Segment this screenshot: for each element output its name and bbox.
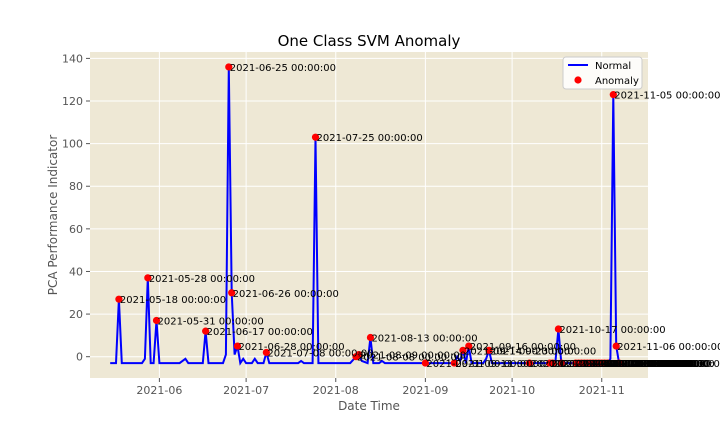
anomaly-annotation: 2021-10-24 00:00:00 [580,359,686,370]
x-axis: 2021-06 2021-07 2021-08 2021-09 2021-10 2021-… [136,378,625,397]
anomaly-annotation: 2021-05-28 00:00:00 [149,274,255,285]
anomaly-point [225,63,233,71]
anomaly-annotation: 2021-06-28 00:00:00 [238,342,344,353]
x-tick-label: 2021-10 [489,384,535,397]
anomaly-annotation: 2021-10-14 00:00:00 [551,359,657,370]
anomaly-points [115,63,623,367]
anomaly-annotation: 2021-05-31 00:00:00 [157,316,263,327]
gridlines [90,52,648,378]
anomaly-annotation: 2021-10-31 00:00:00 [600,359,706,370]
x-tick-label: 2021-09 [402,384,448,397]
anomaly-point [557,359,565,367]
anomaly-point [311,133,320,141]
anomaly-annotation: 2021-11-03 00:00:00 [609,359,715,370]
plot-area [90,52,648,378]
y-tick-label: 40 [69,265,83,278]
anomaly-point [459,346,467,354]
anomaly-point [465,342,473,350]
anomaly-point [548,359,557,367]
anomaly-annotation: 2021-10-26 00:00:00 [585,359,691,370]
anomaly-point [603,359,612,367]
y-tick-label: 60 [69,223,83,236]
anomaly-annotation: 2021-08-13 00:00:00 [371,334,477,345]
y-tick-label: 100 [62,138,83,151]
chart-title: One Class SVM Anomaly [278,32,461,50]
anomaly-annotation: 2021-07-08 00:00:00 [267,348,373,359]
anomaly-annotation: 2021-08-08 00:00:00 [357,353,463,364]
anomaly-point [615,359,623,367]
anomaly-annotation: 2021-10-25 00:00:00 [583,359,689,370]
anomaly-annotation: 2021-10-07 00:00:00 [530,359,636,370]
anomaly-annotation: 2021-08-09 00:00:00 [360,351,466,362]
anomaly-annotation: 2021-09-01 00:00:00 [426,359,532,370]
annotations: 2021-05-18 00:00:00 2021-05-28 00:00:00 20… [120,63,720,370]
legend-anomaly-label: Anomaly [595,76,639,87]
anomaly-point [144,274,152,282]
x-tick-label: 2021-07 [223,384,269,397]
anomaly-annotation: 2021-06-25 00:00:00 [230,63,336,74]
anomaly-annotation: 2021-10-30 00:00:00 [597,359,703,370]
anomaly-point [485,346,493,354]
anomaly-annotation: 2021-10-28 00:00:00 [591,359,697,370]
anomaly-point [609,91,617,99]
legend-anomaly-swatch [574,76,582,84]
anomaly-annotation: 2021-07-25 00:00:00 [317,133,423,144]
anomaly-point [554,325,562,333]
anomaly-annotation: 2021-11-07 00:00:00 [620,359,720,370]
x-tick-label: 2021-08 [313,384,359,397]
anomaly-point [355,350,363,359]
y-tick-label: 0 [76,351,83,364]
anomaly-annotation: 2021-10-17 00:00:00 [559,325,665,336]
anomaly-annotation: 2021-11-06 00:00:00 [617,342,720,353]
anomaly-point [228,289,236,297]
anomaly-annotation: 2021-06-17 00:00:00 [207,327,313,338]
anomaly-annotation: 2021-09-14 00:00:00 [464,346,570,357]
anomaly-point [366,333,375,342]
anomaly-annotation: 2021-06-26 00:00:00 [233,289,339,300]
anomaly-point [233,342,242,350]
anomaly-annotation: 2021-05-18 00:00:00 [120,295,226,306]
x-tick-label: 2021-06 [136,384,182,397]
anomaly-point [525,359,534,367]
y-axis: 0 20 40 60 80 100 120 140 [62,52,90,364]
anomaly-annotation: 2021-11-01 00:00:00 [603,359,709,370]
anomaly-point [115,295,123,303]
anomaly-annotation: 2021-09-16 00:00:00 [470,342,576,353]
y-axis-title: PCA Performance Indicator [46,135,60,296]
anomaly-annotation: 2021-09-11 00:00:00 [455,359,561,370]
anomaly-annotation: 2021-11-05 00:00:00 [614,91,720,102]
anomaly-point [202,327,210,335]
anomaly-annotation: 2021-10-27 00:00:00 [588,359,694,370]
legend-normal-label: Normal [595,61,631,72]
anomaly-point [262,348,270,357]
anomaly-annotation: 2021-10-15 00:00:00 [554,359,660,370]
legend: Normal Anomaly [562,56,643,90]
y-tick-label: 20 [69,308,83,321]
anomaly-annotation: 2021-09-23 00:00:00 [490,346,596,357]
y-tick-label: 140 [62,52,83,65]
anomaly-annotation: 2021-11-02 00:00:00 [606,359,712,370]
y-tick-label: 120 [62,95,83,108]
anomaly-point [612,342,620,350]
anomaly-point [152,316,161,325]
anomaly-point [450,359,458,367]
anomaly-annotation: 2021-10-29 00:00:00 [594,359,700,370]
anomaly-point [421,359,429,367]
x-tick-label: 2021-11 [579,384,625,397]
x-axis-title: Date Time [338,399,400,413]
anomaly-annotation: 2021-10-18 00:00:00 [562,359,668,370]
y-tick-label: 80 [69,180,83,193]
anomaly-annotation: 2021-10-23 00:00:00 [577,359,683,370]
